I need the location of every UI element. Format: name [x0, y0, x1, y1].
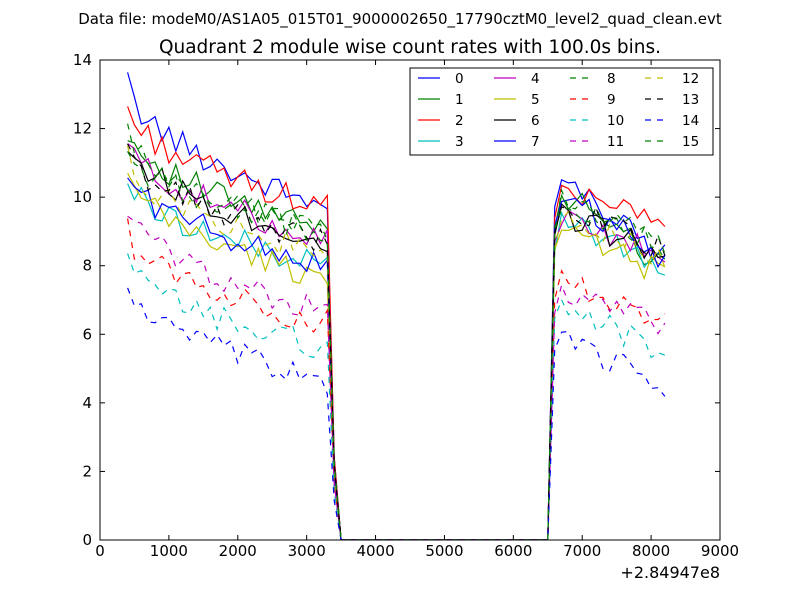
- legend-label-1: 1: [455, 92, 464, 108]
- y-tick-label: 14: [73, 51, 92, 69]
- x-tick-label: 7000: [563, 542, 601, 560]
- legend-label-2: 2: [455, 113, 464, 129]
- x-offset-label: +2.84947e8: [620, 563, 720, 582]
- legend-label-4: 4: [531, 71, 540, 87]
- series-line-2: [127, 106, 666, 540]
- legend-label-0: 0: [455, 71, 464, 87]
- x-tick-label: 3000: [288, 542, 326, 560]
- x-tick-label: 1000: [150, 542, 188, 560]
- y-tick-label: 6: [82, 325, 92, 343]
- legend-label-10: 10: [607, 113, 624, 129]
- x-tick-label: 9000: [701, 542, 739, 560]
- y-tick-label: 10: [73, 188, 92, 206]
- x-tick-label: 2000: [219, 542, 257, 560]
- legend-label-3: 3: [455, 134, 464, 150]
- x-tick-label: 6000: [494, 542, 532, 560]
- y-tick-label: 8: [82, 257, 92, 275]
- y-tick-label: 0: [82, 531, 92, 549]
- legend-label-8: 8: [607, 71, 616, 87]
- series-line-14: [127, 287, 666, 540]
- chart-suptitle: Data file: modeM0/AS1A05_015T01_90000026…: [78, 10, 722, 29]
- series-line-5: [127, 172, 666, 540]
- y-tick-label: 4: [82, 394, 92, 412]
- x-tick-label: 5000: [425, 542, 463, 560]
- plot-frame: [99, 59, 721, 541]
- series-line-13: [127, 143, 666, 540]
- legend-label-12: 12: [682, 71, 699, 87]
- series-line-6: [127, 151, 666, 540]
- y-tick-label: 2: [82, 462, 92, 480]
- series-line-1: [127, 140, 666, 540]
- series-line-12: [127, 145, 666, 540]
- legend-label-11: 11: [607, 134, 624, 150]
- series-line-15: [127, 123, 666, 540]
- legend-label-5: 5: [531, 92, 540, 108]
- series-layer: [127, 72, 666, 540]
- x-tick-label: 4000: [356, 542, 394, 560]
- legend-label-15: 15: [682, 134, 699, 150]
- legend-label-14: 14: [682, 113, 699, 129]
- series-line-7: [127, 177, 666, 540]
- legend-label-7: 7: [531, 134, 540, 150]
- series-line-8: [127, 151, 666, 540]
- legend-label-13: 13: [682, 92, 699, 108]
- series-line-11: [127, 215, 666, 540]
- x-tick-label: 0: [95, 542, 105, 560]
- y-tick-label: 12: [73, 120, 92, 138]
- legend-label-6: 6: [531, 113, 540, 129]
- series-line-9: [127, 218, 666, 540]
- series-line-10: [127, 253, 666, 540]
- series-line-3: [127, 183, 666, 540]
- legend-label-9: 9: [607, 92, 616, 108]
- x-tick-label: 8000: [632, 542, 670, 560]
- x-axis: 0 1000 2000 3000 4000 5000 6000 7000 8000 9000: [95, 60, 739, 560]
- chart-title: Quadrant 2 module wise count rates with …: [159, 37, 661, 58]
